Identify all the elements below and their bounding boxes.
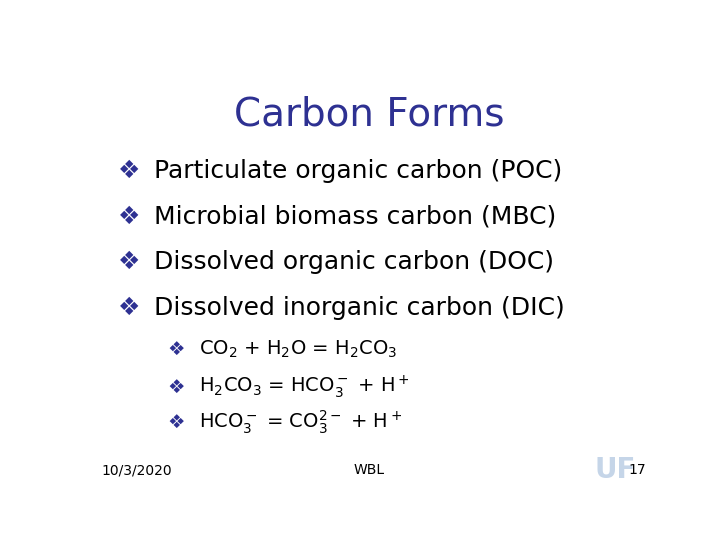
Text: ❖: ❖ [118, 251, 140, 274]
Text: ❖: ❖ [168, 340, 185, 359]
Text: ❖: ❖ [168, 377, 185, 396]
Text: ❖: ❖ [118, 296, 140, 320]
Text: 10/3/2020: 10/3/2020 [101, 463, 172, 477]
Text: ❖: ❖ [118, 159, 140, 183]
Text: $\mathregular{HCO_3^-}$ = $\mathregular{CO_3^{2-}}$ + $\mathregular{H^+}$: $\mathregular{HCO_3^-}$ = $\mathregular{… [199, 409, 402, 436]
Text: ❖: ❖ [168, 413, 185, 432]
Text: WBL: WBL [354, 463, 384, 477]
Text: 17: 17 [629, 463, 646, 477]
Text: UF: UF [595, 456, 636, 484]
Text: Microbial biomass carbon (MBC): Microbial biomass carbon (MBC) [154, 205, 557, 228]
Text: Dissolved inorganic carbon (DIC): Dissolved inorganic carbon (DIC) [154, 296, 565, 320]
Text: $\mathregular{CO_2}$ + $\mathregular{H_2}$O = $\mathregular{H_2CO_3}$: $\mathregular{CO_2}$ + $\mathregular{H_2… [199, 339, 397, 360]
Text: Carbon Forms: Carbon Forms [234, 96, 504, 134]
Text: ❖: ❖ [118, 205, 140, 228]
Text: Particulate organic carbon (POC): Particulate organic carbon (POC) [154, 159, 562, 183]
Text: $\mathregular{H_2CO_3}$ = $\mathregular{HCO_3^-}$ + $\mathregular{H^+}$: $\mathregular{H_2CO_3}$ = $\mathregular{… [199, 374, 410, 401]
Text: Dissolved organic carbon (DOC): Dissolved organic carbon (DOC) [154, 251, 554, 274]
